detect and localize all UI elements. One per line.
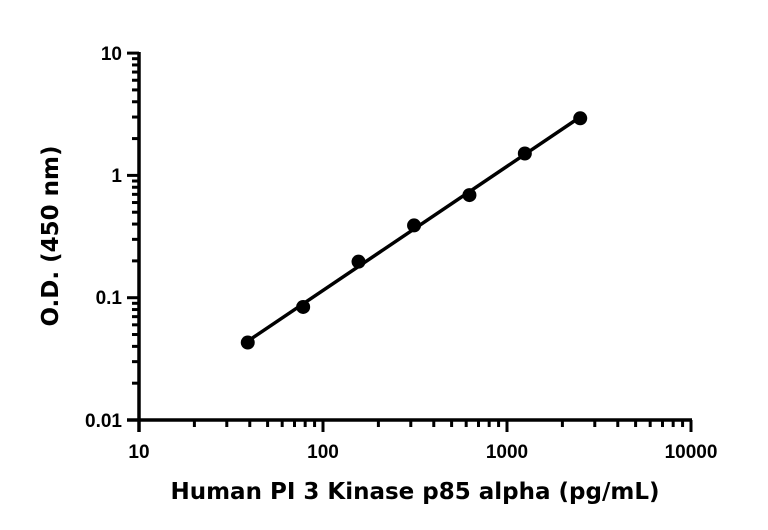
y-tick-label: 0.1 (96, 288, 123, 309)
major-ticks (127, 51, 693, 432)
x-tick-label: 1000 (486, 442, 528, 463)
data-point (573, 111, 588, 126)
x-tick-label: 10000 (665, 442, 718, 463)
y-tick-label: 10 (101, 44, 122, 65)
y-axis-title: O.D. (450 nm) (38, 145, 64, 326)
minor-ticks (132, 57, 685, 427)
data-point (517, 146, 532, 161)
x-tick-label: 10 (128, 442, 149, 463)
data-points (240, 111, 588, 350)
y-tick-label: 1 (111, 166, 122, 187)
data-point (462, 188, 477, 203)
y-tick-labels: 0.01 0.1 1 10 (85, 44, 122, 432)
data-point (240, 335, 255, 350)
data-point (407, 218, 422, 233)
data-point (351, 254, 366, 269)
data-point (296, 299, 311, 314)
x-axis-title: Human PI 3 Kinase p85 alpha (pg/mL) (170, 479, 659, 505)
x-tick-labels: 10 100 1000 10000 (128, 442, 717, 463)
x-tick-label: 100 (307, 442, 339, 463)
y-tick-label: 0.01 (85, 411, 122, 432)
